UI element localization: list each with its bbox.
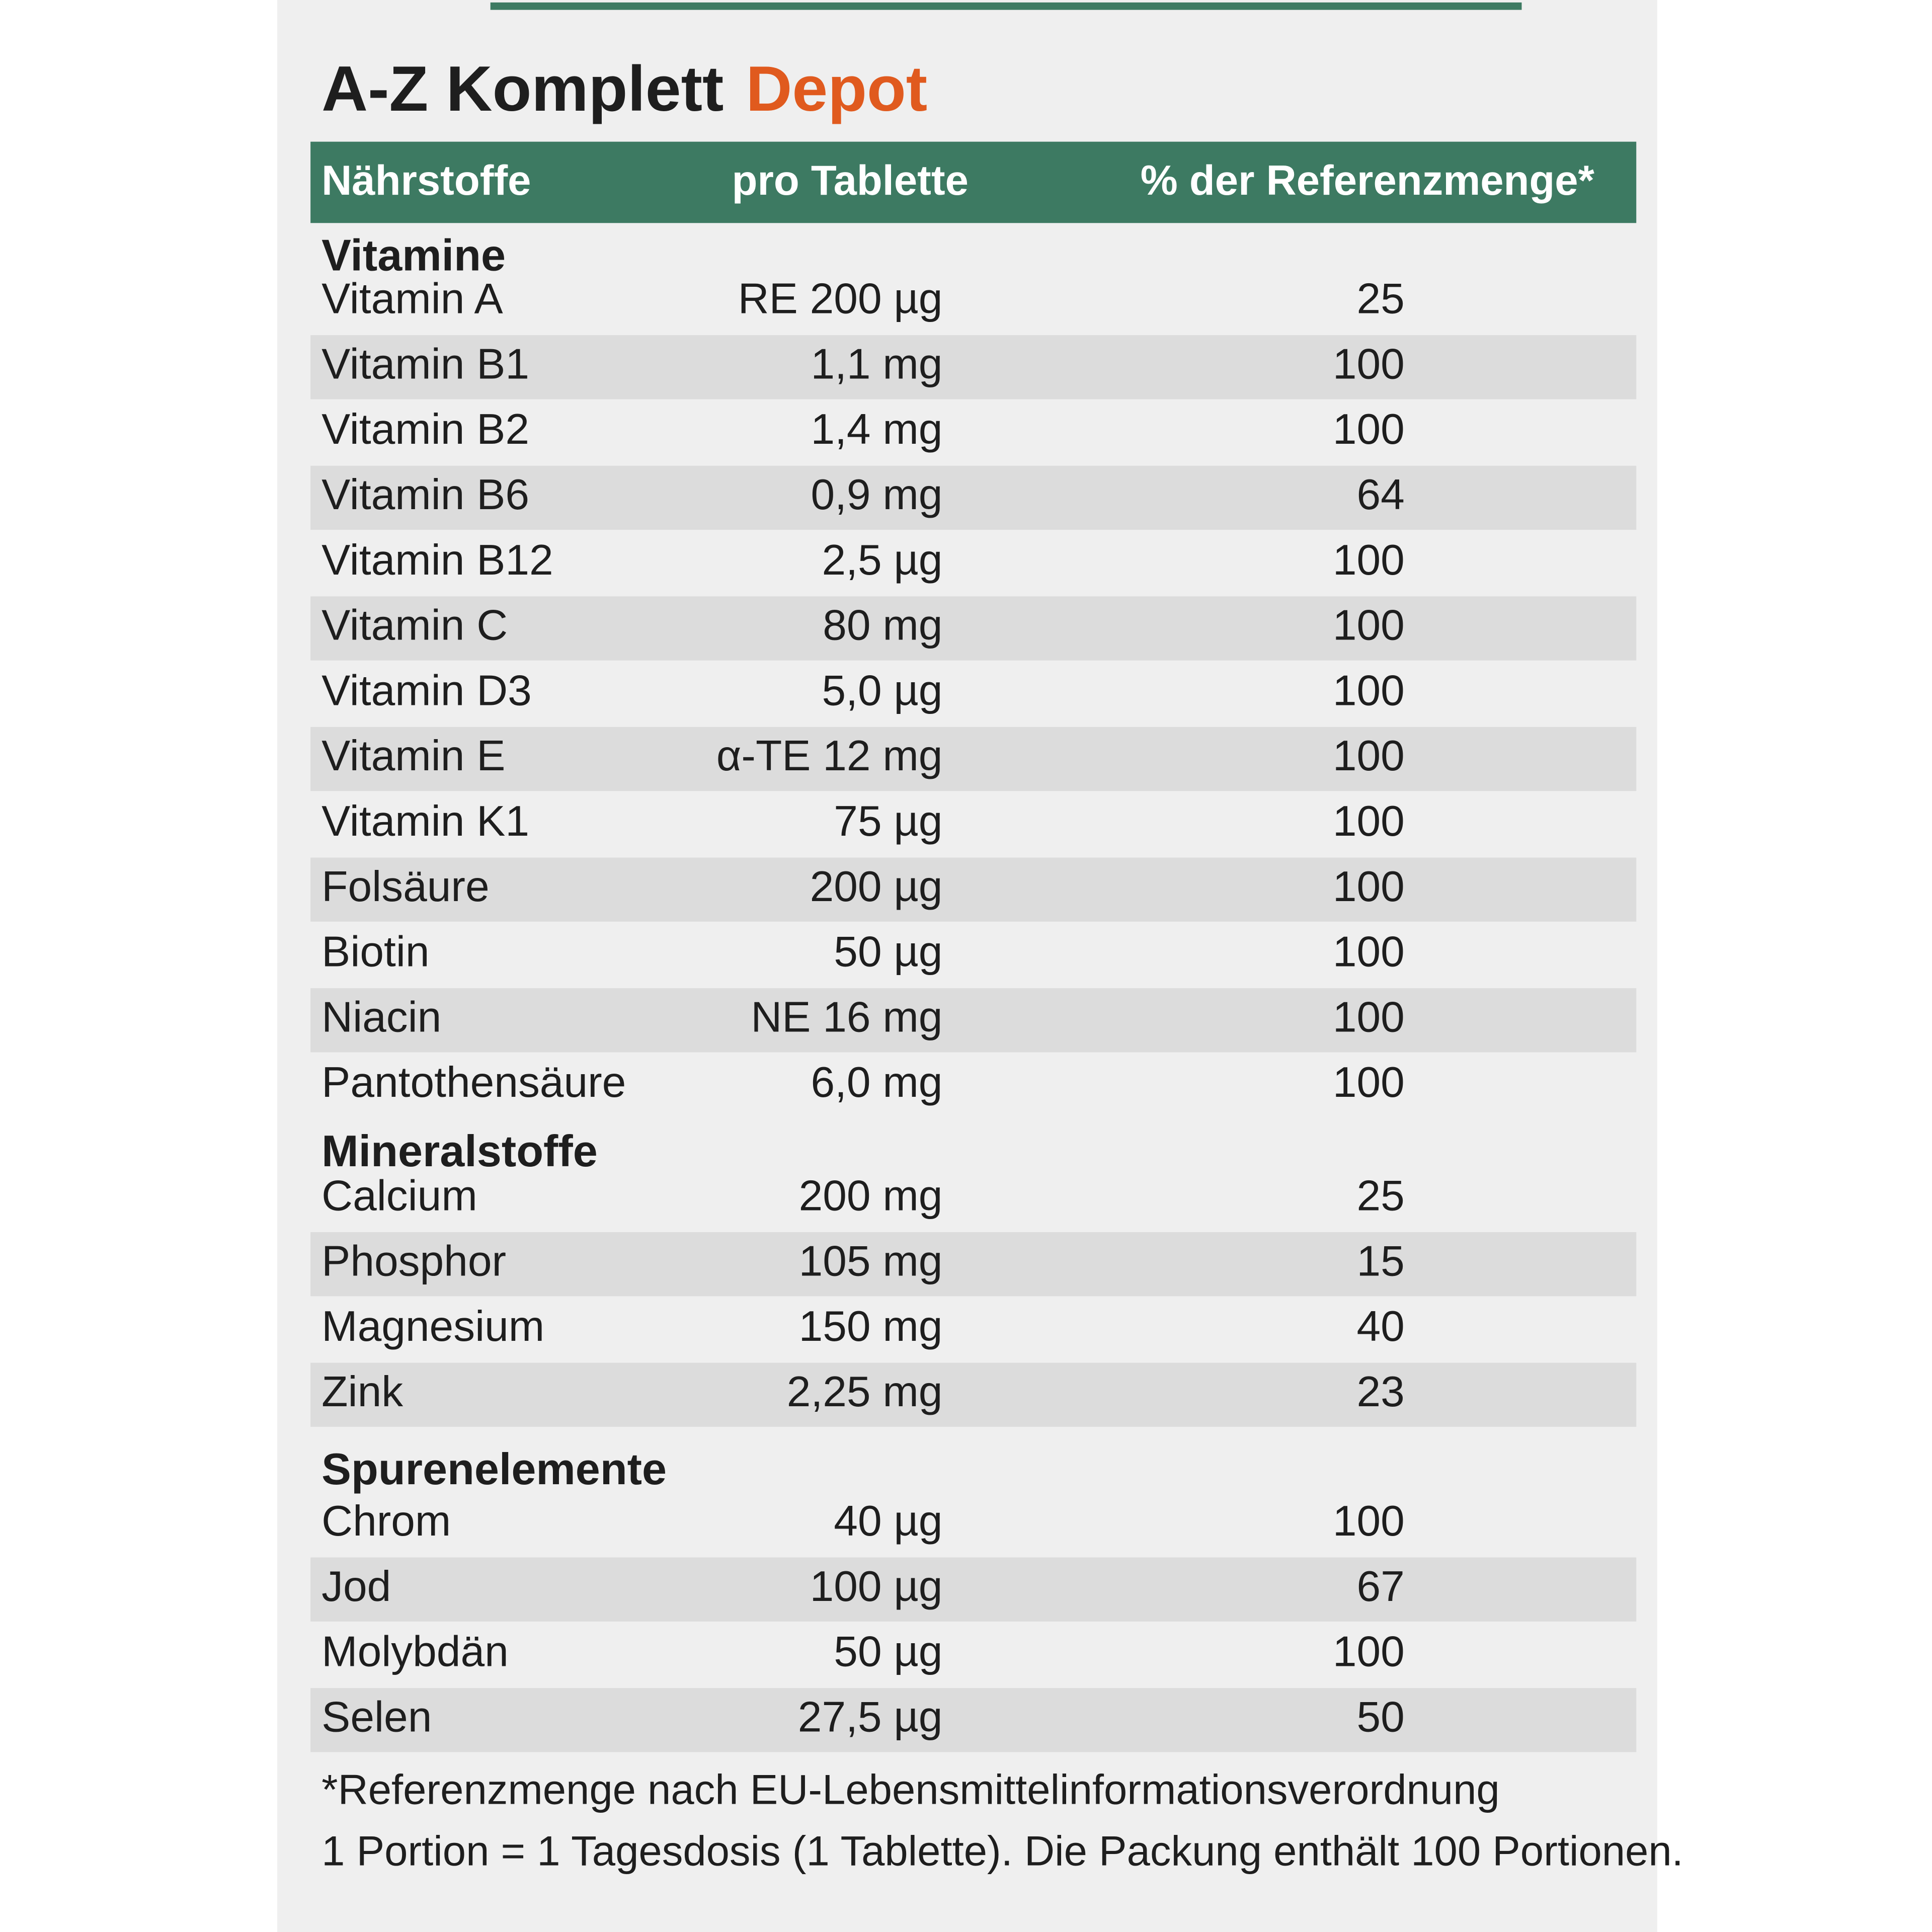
- header-cell: pro Tablette: [732, 157, 969, 204]
- header-bar: [310, 141, 1637, 223]
- nutrient-name: Molybdän: [321, 1628, 509, 1676]
- amount: 2,5 µg: [822, 536, 942, 584]
- section-heading: Vitamine: [321, 230, 506, 280]
- reference-percent: 100: [1333, 862, 1405, 911]
- row-stripe: [310, 596, 1637, 661]
- nutrient-name: Pantothensäure: [321, 1058, 626, 1106]
- reference-percent: 25: [1357, 275, 1405, 323]
- reference-percent: 23: [1357, 1367, 1405, 1416]
- amount: α-TE 12 mg: [716, 732, 943, 780]
- amount: 2,25 mg: [787, 1367, 943, 1416]
- section-heading: Mineralstoffe: [321, 1126, 598, 1176]
- row-stripe: [310, 1232, 1637, 1297]
- reference-percent: 100: [1333, 993, 1405, 1041]
- amount: 200 mg: [799, 1171, 943, 1220]
- reference-percent: 40: [1357, 1302, 1405, 1350]
- reference-percent: 100: [1333, 797, 1405, 845]
- amount: 75 µg: [834, 797, 942, 845]
- amount: 40 µg: [834, 1497, 942, 1545]
- section-heading: Spurenelemente: [321, 1444, 667, 1494]
- amount: 200 µg: [810, 862, 943, 911]
- amount: 27,5 µg: [798, 1693, 943, 1741]
- nutrient-name: Calcium: [321, 1171, 477, 1220]
- nutrient-name: Zink: [321, 1367, 403, 1416]
- row-stripe: [310, 1557, 1637, 1622]
- nutrient-name: Vitamin B1: [321, 340, 529, 388]
- amount: NE 16 mg: [751, 993, 942, 1041]
- nutrient-name: Biotin: [321, 928, 429, 976]
- reference-percent: 67: [1357, 1562, 1405, 1611]
- reference-percent: 100: [1333, 340, 1405, 388]
- footnote: 1 Portion = 1 Tagesdosis (1 Tablette). D…: [321, 1828, 1683, 1875]
- amount: 6,0 mg: [811, 1058, 942, 1106]
- amount: 1,4 mg: [811, 405, 942, 453]
- amount: 80 mg: [823, 601, 942, 650]
- nutrient-name: Vitamin D3: [321, 666, 532, 714]
- nutrient-name: Jod: [321, 1562, 391, 1611]
- header-cell: % der Referenzmenge*: [1141, 157, 1595, 204]
- title: A-Z Komplett Depot: [321, 53, 927, 124]
- amount: 50 µg: [834, 1628, 942, 1676]
- nutrient-name: Vitamin B2: [321, 405, 529, 453]
- reference-percent: 100: [1333, 405, 1405, 453]
- footnote: *Referenzmenge nach EU-Lebensmittelinfor…: [321, 1766, 1500, 1813]
- amount: 50 µg: [834, 928, 942, 976]
- amount: 1,1 mg: [811, 340, 942, 388]
- row-stripe: [310, 727, 1637, 791]
- nutrient-name: Magnesium: [321, 1302, 544, 1350]
- reference-percent: 100: [1333, 666, 1405, 714]
- nutrient-name: Vitamin B12: [321, 536, 553, 584]
- amount: RE 200 µg: [738, 275, 943, 323]
- amount: 0,9 mg: [811, 470, 942, 519]
- title-main: A-Z Komplett: [321, 53, 723, 124]
- nutrient-name: Chrom: [321, 1497, 451, 1545]
- amount: 150 mg: [799, 1302, 943, 1350]
- amount: 105 mg: [799, 1237, 943, 1285]
- amount: 5,0 µg: [822, 666, 942, 714]
- nutrient-name: Phosphor: [321, 1237, 506, 1285]
- amount: 100 µg: [810, 1562, 943, 1611]
- reference-percent: 100: [1333, 1497, 1405, 1545]
- reference-percent: 64: [1357, 470, 1405, 519]
- title-accent: Depot: [746, 53, 927, 124]
- row-stripe: [310, 1688, 1637, 1752]
- reference-percent: 100: [1333, 732, 1405, 780]
- reference-percent: 100: [1333, 601, 1405, 650]
- row-stripe: [310, 857, 1637, 922]
- nutrient-name: Vitamin K1: [321, 797, 529, 845]
- row-stripe: [310, 335, 1637, 399]
- row-stripe: [310, 988, 1637, 1053]
- reference-percent: 100: [1333, 928, 1405, 976]
- reference-percent: 15: [1357, 1237, 1405, 1285]
- nutrient-name: Niacin: [321, 993, 441, 1041]
- header-cell: Nährstoffe: [321, 157, 531, 204]
- reference-percent: 100: [1333, 1628, 1405, 1676]
- reference-percent: 50: [1357, 1693, 1405, 1741]
- nutrient-name: Vitamin A: [321, 275, 503, 323]
- nutrient-name: Vitamin E: [321, 732, 505, 780]
- row-stripe: [310, 465, 1637, 530]
- nutrient-name: Vitamin B6: [321, 470, 529, 519]
- reference-percent: 100: [1333, 536, 1405, 584]
- nutrient-name: Folsäure: [321, 862, 489, 911]
- row-stripe: [310, 1362, 1637, 1427]
- reference-percent: 25: [1357, 1171, 1405, 1220]
- reference-percent: 100: [1333, 1058, 1405, 1106]
- nutrient-name: Selen: [321, 1693, 432, 1741]
- nutrient-name: Vitamin C: [321, 601, 508, 650]
